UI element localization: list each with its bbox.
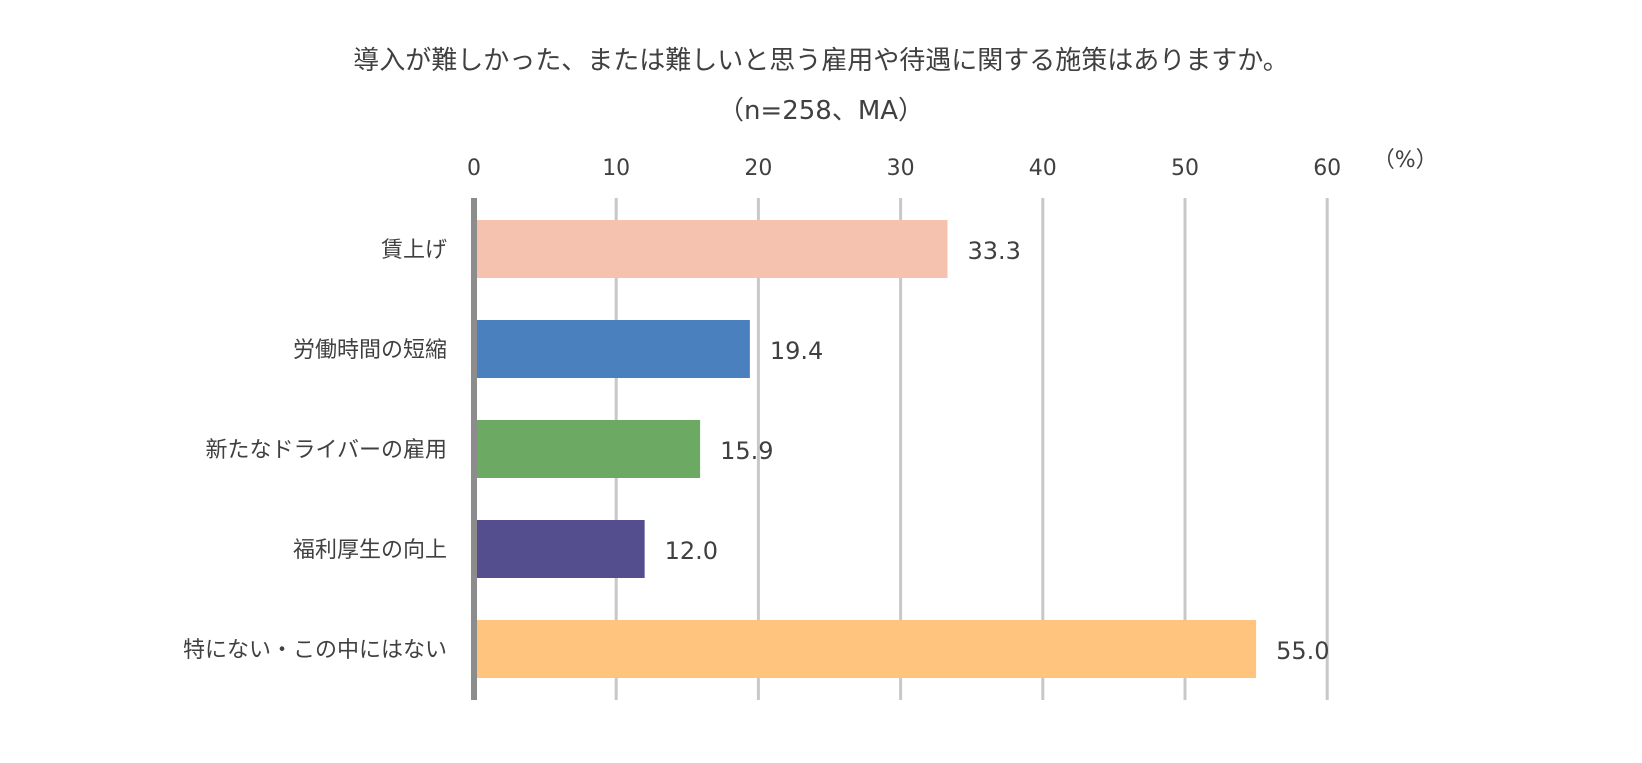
x-tick-label: 10 <box>602 156 630 181</box>
category-label: 賃上げ <box>381 238 447 263</box>
bar <box>474 420 701 478</box>
category-label: 特にない・この中にはない <box>183 638 447 663</box>
bar <box>474 620 1257 678</box>
y-axis-line <box>471 198 477 700</box>
x-axis-tick-labels: 0 10 20 30 40 50 60 <box>467 156 1341 181</box>
category-label: 労働時間の短縮 <box>293 338 447 363</box>
bars <box>474 220 1257 678</box>
x-tick-label: 50 <box>1171 156 1199 181</box>
category-label: 新たなドライバーの雇用 <box>205 438 447 463</box>
chart-title: 導入が難しかった、または難しいと思う雇用や待遇に関する施策はありますか。 <box>353 46 1289 76</box>
category-label: 福利厚生の向上 <box>293 538 447 563</box>
bar <box>474 220 948 278</box>
x-tick-label: 30 <box>887 156 915 181</box>
bar <box>474 320 750 378</box>
data-label: 15.9 <box>720 437 773 465</box>
x-tick-label: 20 <box>744 156 772 181</box>
unit-label: （%） <box>1373 148 1438 173</box>
x-tick-label: 40 <box>1029 156 1057 181</box>
data-label: 12.0 <box>665 537 718 565</box>
value-labels: 33.3 19.4 15.9 12.0 55.0 <box>665 237 1330 665</box>
x-tick-label: 60 <box>1313 156 1341 181</box>
x-tick-label: 0 <box>467 156 481 181</box>
data-label: 19.4 <box>770 337 823 365</box>
data-label: 55.0 <box>1276 637 1329 665</box>
data-label: 33.3 <box>968 237 1021 265</box>
chart-subtitle: （n=258、MA） <box>717 96 925 126</box>
bar <box>474 520 645 578</box>
